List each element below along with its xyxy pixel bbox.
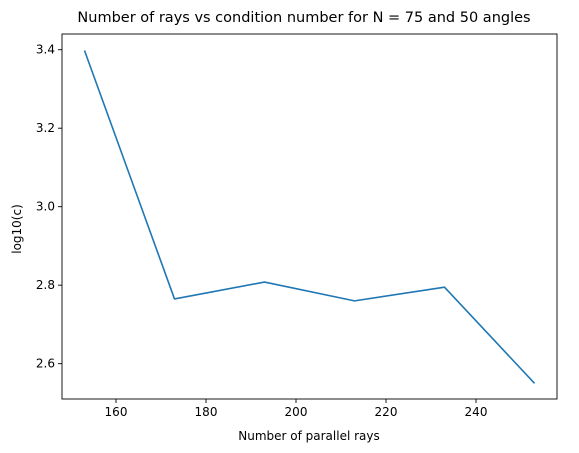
y-tick-label: 3.0: [36, 200, 55, 214]
x-tick-label: 200: [285, 405, 308, 419]
x-tick-label: 180: [195, 405, 218, 419]
x-tick-label: 220: [375, 405, 398, 419]
y-tick-label: 3.2: [36, 121, 55, 135]
x-tick-label: 160: [105, 405, 128, 419]
y-tick-label: 3.4: [36, 43, 55, 57]
y-tick-label: 2.8: [36, 278, 55, 292]
y-tick-label: 2.6: [36, 357, 55, 371]
series-line-0: [83, 50, 536, 384]
x-axis-label: Number of parallel rays: [238, 429, 380, 443]
x-tick-label: 240: [465, 405, 488, 419]
chart-title: Number of rays vs condition number for N…: [77, 10, 530, 26]
y-axis-label: log10(c): [10, 204, 24, 254]
plot-area: 160 180 200 220 240 2.6 2.8 3.0 3.2 3.4: [36, 33, 558, 419]
axes-frame: [61, 33, 558, 400]
